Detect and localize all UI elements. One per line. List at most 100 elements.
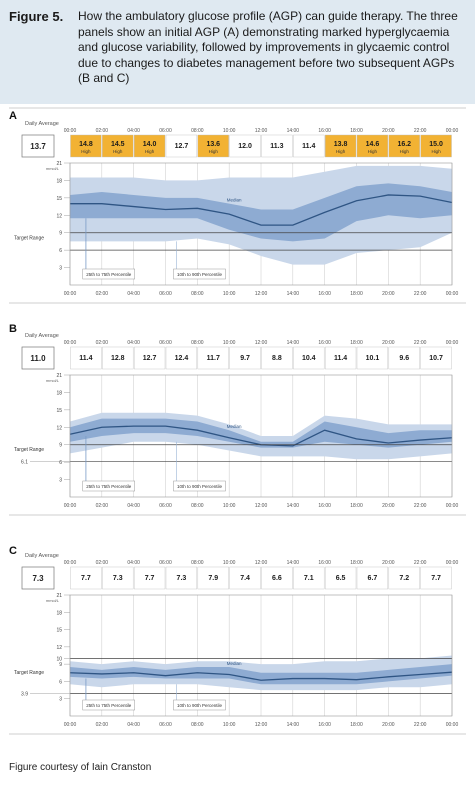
panel-a-top-tick-label: 00:00 <box>446 128 459 134</box>
panel-c-y-tick-label: 21 <box>56 593 62 599</box>
panel-b-top-tick-label: 10:00 <box>223 340 236 346</box>
panel-b-hourly-cell <box>420 346 452 370</box>
panel-a-bottom-tick-label: 12:00 <box>255 291 268 297</box>
panel-a-bottom-tick-label: 10:00 <box>223 291 236 297</box>
panel-a-bottom-tick-label: 14:00 <box>287 291 300 297</box>
panel-a-bottom-tick-label: 04:00 <box>127 291 140 297</box>
panel-a-hourly-value: 11.4 <box>302 143 315 150</box>
panel-c-hourly-value: 7.1 <box>304 575 314 582</box>
panel-a-bottom-tick-label: 00:00 <box>64 291 77 297</box>
panel-c-bottom-tick-label: 20:00 <box>382 722 395 728</box>
panel-b-top-tick-label: 04:00 <box>127 340 140 346</box>
panel-a-daily-average-value: 13.7 <box>30 142 46 151</box>
panel-c-hourly-value: 6.5 <box>336 575 346 582</box>
panel-a-median-line <box>70 194 453 226</box>
panel-b-hourly-value: 11.4 <box>79 355 92 362</box>
panel-c-top-tick-label: 10:00 <box>223 560 236 566</box>
panel-c-bottom-tick-label: 12:00 <box>255 722 268 728</box>
panel-a-bottom-tick-label: 00:00 <box>446 291 459 297</box>
panel-letter-b: B <box>9 323 17 335</box>
panel-c-y-tick-label: 10 <box>56 656 62 662</box>
panel-c-hourly-cell <box>420 566 452 590</box>
panel-a-hourly-value: 12.7 <box>175 143 189 150</box>
panel-a-top-tick-label: 04:00 <box>127 128 140 134</box>
panel-c-bottom-tick-label: 14:00 <box>287 722 300 728</box>
panel-a-hourly-cell <box>388 134 420 158</box>
panel-c-y-tick-label: 18 <box>56 610 62 616</box>
panel-c-hourly-cell <box>293 566 325 590</box>
panel-b-hourly-value: 10.7 <box>429 355 443 362</box>
panel-a-daily-average-box <box>21 134 55 158</box>
panel-c-bottom-tick-label: 10:00 <box>223 722 236 728</box>
panel-a-hourly-value: 11.3 <box>270 143 283 150</box>
panel-b-top-tick-label: 02:00 <box>96 340 109 346</box>
panel-c-median-line <box>69 671 453 681</box>
panel-a-hourly-note: High <box>336 149 346 154</box>
panel-a-y-unit: mmol/L <box>46 166 60 171</box>
panel-a-bottom-tick-label: 16:00 <box>318 291 331 297</box>
panel-b-hourly-cell <box>102 346 134 370</box>
panel-a-band-25-75 <box>70 183 452 242</box>
panel-b-hourly-value: 12.7 <box>143 355 157 362</box>
panel-b-top-tick-label: 00:00 <box>64 340 77 346</box>
panel-c-hourly-cell <box>70 566 102 590</box>
panel-c-plot-frame <box>69 594 453 717</box>
panel-c-bottom-tick-label: 08:00 <box>191 722 204 728</box>
panel-b-top-tick-label: 22:00 <box>414 340 427 346</box>
panel-a-top-tick-label: 06:00 <box>159 128 172 134</box>
panel-a-daily-average-label: Daily Average <box>25 121 59 127</box>
panel-b-bottom-tick-label: 04:00 <box>127 503 140 509</box>
panel-b-bottom-tick-label: 08:00 <box>191 503 204 509</box>
panel-c-top-tick-label: 14:00 <box>287 560 300 566</box>
panel-a-y-tick-label: 21 <box>56 161 62 167</box>
panel-c-legend-box <box>82 699 135 711</box>
panel-a-hourly-cell <box>133 134 166 158</box>
panel-a-y-tick-label: 12 <box>56 213 62 219</box>
panel-b-y-tick-label: 15 <box>56 408 62 414</box>
panel-c-legend-label: 10th to 90th Percentile <box>177 703 223 708</box>
panel-b-legend-box <box>82 480 135 492</box>
panel-a-hourly-note: High <box>209 149 219 154</box>
panel-a-bottom-tick-label: 08:00 <box>191 291 204 297</box>
panel-c-hourly-cell <box>102 566 134 590</box>
panel-c-hourly-value: 7.9 <box>208 575 218 582</box>
panel-b-hourly-value: 9.7 <box>240 355 250 362</box>
panel-b-bottom-tick-label: 00:00 <box>64 503 77 509</box>
panel-b-y-tick-label: 12 <box>56 425 62 431</box>
panel-c-bottom-tick-label: 00:00 <box>446 722 459 728</box>
panel-c-y-tick-label: 15 <box>56 628 62 634</box>
panel-c-hourly-cell <box>324 566 357 590</box>
figure-header: Figure 5. How the ambulatory glucose pro… <box>0 0 475 104</box>
panel-a-hourly-value: 13.6 <box>206 141 220 148</box>
panel-a-target-range-label: Target Range <box>14 235 44 241</box>
panel-a-hourly-note: High <box>145 149 155 154</box>
panel-a-top-tick-label: 16:00 <box>318 128 331 134</box>
panel-c-bottom-tick-label: 18:00 <box>350 722 363 728</box>
panel-c-y-unit: mmol/L <box>46 598 60 603</box>
panel-a-top-tick-label: 22:00 <box>414 128 427 134</box>
panel-a-median-label: Median <box>227 198 242 203</box>
panel-b-hourly-cell <box>324 346 357 370</box>
panel-c-hourly-value: 7.3 <box>177 575 187 582</box>
panel-c-bottom-tick-label: 22:00 <box>414 722 427 728</box>
panel-c-daily-average-box <box>21 566 55 590</box>
panel-c-top-tick-label: 12:00 <box>255 560 268 566</box>
panel-a-top-tick-label: 08:00 <box>191 128 204 134</box>
panel-b-y-tick-label: 21 <box>56 373 62 379</box>
figure-label: Figure 5. <box>9 9 64 24</box>
panel-a-hourly-note: High <box>81 149 91 154</box>
panel-a-bottom-tick-label: 18:00 <box>350 291 363 297</box>
panel-a-hourly-cell <box>70 134 102 158</box>
panel-a-hourly-note: High <box>431 149 441 154</box>
figure-credit: Figure courtesy of Iain Cranston <box>9 762 152 773</box>
panel-b-hourly-value: 11.7 <box>207 355 220 362</box>
panel-a-top-tick-label: 00:00 <box>64 128 77 134</box>
panel-c-daily-average-value: 7.3 <box>32 574 44 583</box>
panel-c-hourly-value: 7.7 <box>145 575 155 582</box>
panel-a-hourly-value: 14.0 <box>143 141 157 148</box>
panel-c-y-tick-label: 3 <box>59 697 62 703</box>
panel-c-y-tick-label: 6 <box>59 679 62 685</box>
panel-c-hourly-cell <box>165 566 198 590</box>
panel-c-top-tick-label: 16:00 <box>318 560 331 566</box>
panel-c-hourly-value: 7.2 <box>399 575 409 582</box>
